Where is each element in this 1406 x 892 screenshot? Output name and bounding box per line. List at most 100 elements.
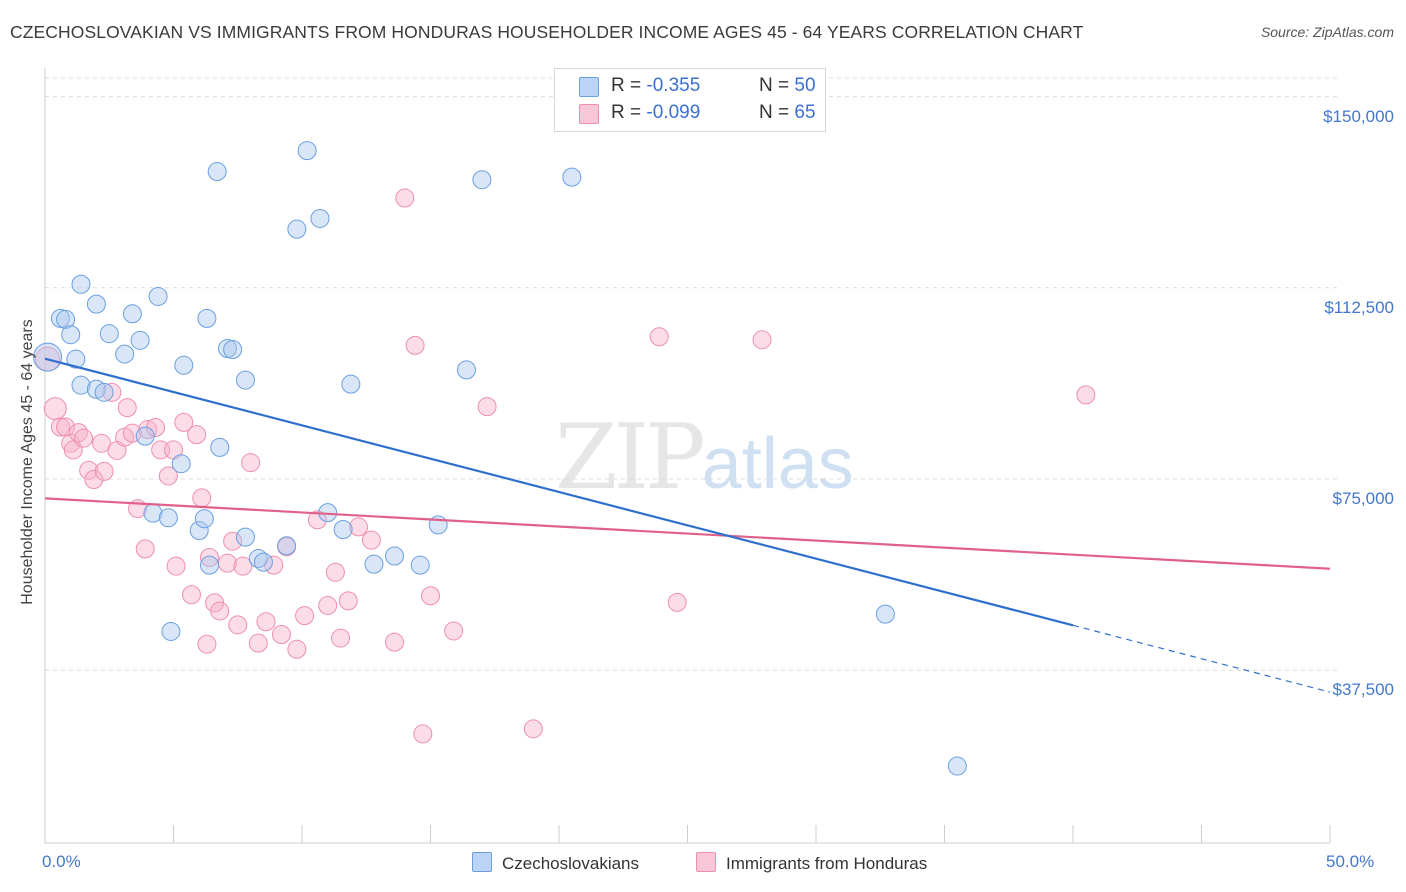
axes (44, 68, 1331, 844)
legend-swatch-honduras (579, 104, 599, 124)
bottom-legend-swatch-czech (472, 852, 492, 872)
x-tick-label-min: 0.0% (42, 852, 81, 871)
honduras-point (1076, 385, 1096, 405)
czech-point (199, 555, 219, 575)
honduras-point (385, 632, 405, 652)
czech-point (277, 536, 297, 556)
legend-n-value: 50 (794, 75, 816, 96)
czech-trend-extension (1072, 624, 1331, 693)
czech-point (94, 382, 114, 402)
czech-point (947, 756, 967, 776)
honduras-point (122, 423, 142, 443)
honduras-point (79, 460, 99, 480)
trend-lines (44, 357, 1331, 693)
czech-trend-line (44, 357, 1074, 627)
czech-point (71, 375, 91, 395)
legend-r-label: R = (611, 75, 642, 96)
honduras-point (667, 592, 687, 612)
honduras-point (307, 510, 327, 530)
y-tick-label: $75,000 (1332, 488, 1394, 508)
honduras-point (295, 606, 315, 626)
czech-point (253, 552, 273, 572)
czech-point (71, 274, 91, 294)
honduras-point (117, 398, 137, 418)
czech-point (333, 519, 353, 539)
czech-point (235, 370, 255, 390)
czech-point (56, 309, 76, 329)
czech-point (61, 325, 81, 345)
czech-point (66, 349, 86, 369)
bottom-legend-czech: Czechoslovakians (472, 852, 639, 874)
honduras-point (199, 548, 219, 568)
honduras-point (248, 633, 268, 653)
czech-point (223, 339, 243, 359)
czech-point (410, 555, 430, 575)
honduras-point (74, 428, 94, 448)
honduras-point (413, 724, 433, 744)
honduras-point (174, 412, 194, 432)
honduras-point (361, 530, 381, 550)
honduras-points (35, 188, 1096, 744)
honduras-point (68, 423, 88, 443)
legend-r-label: R = (611, 102, 642, 123)
honduras-point (228, 615, 248, 635)
watermark-zip: ZIP (555, 405, 706, 510)
honduras-point (256, 612, 276, 632)
czech-point (341, 374, 361, 394)
honduras-point (331, 628, 351, 648)
honduras-point (166, 556, 186, 576)
honduras-point (43, 397, 67, 421)
honduras-point (523, 719, 543, 739)
czech-point (86, 294, 106, 314)
czech-point (158, 508, 178, 528)
y-tick-label: $37,500 (1332, 680, 1394, 700)
honduras-point (84, 470, 104, 490)
bottom-legend-label-honduras: Immigrants from Honduras (726, 854, 928, 873)
honduras-point (752, 330, 772, 350)
honduras-point (395, 188, 415, 208)
czech-point (86, 379, 106, 399)
honduras-point (349, 517, 369, 537)
honduras-point (405, 335, 425, 355)
honduras-point (94, 461, 114, 481)
honduras-point (181, 585, 201, 605)
stats-legend: R = -0.355 N = 50 R = -0.099 N = 65 (554, 68, 826, 132)
czech-point (33, 342, 63, 372)
honduras-trend-line (44, 497, 1331, 570)
watermark-atlas: atlas (701, 424, 854, 504)
czech-point (197, 308, 217, 328)
honduras-point (192, 488, 212, 508)
czech-point (248, 549, 268, 569)
czech-point (210, 437, 230, 457)
legend-swatch-czech (579, 77, 599, 97)
czech-point (875, 604, 895, 624)
honduras-point (135, 539, 155, 559)
honduras-point (158, 466, 178, 486)
y-tick-label: $150,000 (1323, 106, 1394, 126)
legend-n-value: 65 (794, 102, 816, 123)
czech-point (297, 141, 317, 161)
honduras-point (241, 453, 261, 473)
czech-point (148, 286, 168, 306)
legend-n-label: N = (759, 102, 790, 123)
legend-r-value: -0.355 (646, 75, 701, 96)
czech-point (207, 162, 227, 182)
czech-point (385, 546, 405, 566)
honduras-point (318, 595, 338, 615)
honduras-point (210, 601, 230, 621)
czech-point (122, 304, 142, 324)
czech-point (562, 167, 582, 187)
czech-point (115, 344, 135, 364)
honduras-point (197, 634, 217, 654)
czech-point (472, 170, 492, 190)
czech-point (364, 554, 384, 574)
honduras-point (50, 417, 70, 437)
czech-point (130, 330, 150, 350)
czech-point (174, 355, 194, 375)
honduras-point (217, 553, 237, 573)
y-tick-label: $112,500 (1324, 297, 1394, 317)
bottom-legend-label-czech: Czechoslovakians (502, 854, 640, 873)
legend-n-label: N = (759, 75, 790, 96)
honduras-point (102, 382, 122, 402)
